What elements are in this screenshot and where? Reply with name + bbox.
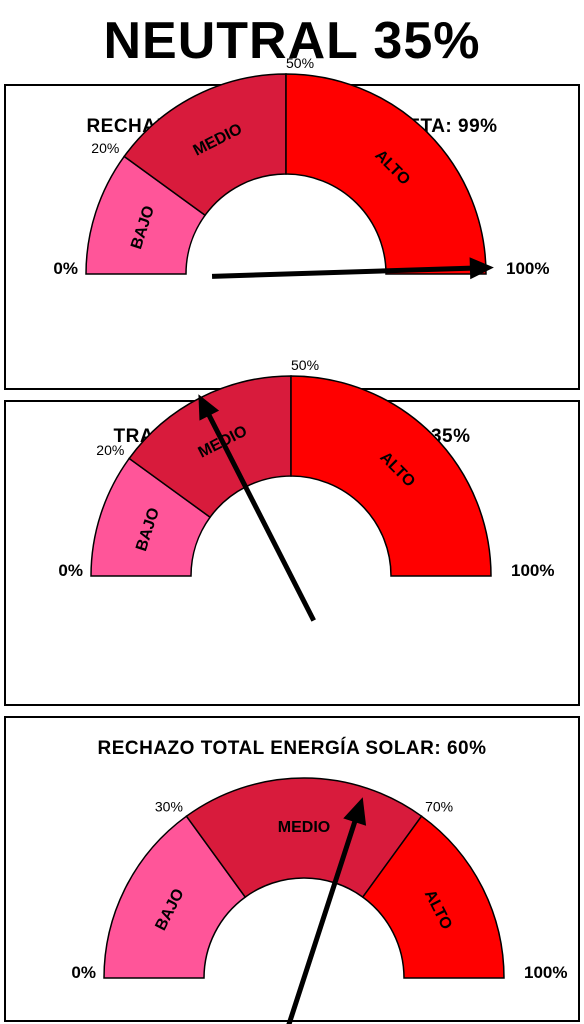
gauge-threshold-label: 50% (291, 357, 319, 373)
gauge-min-label: 0% (71, 963, 96, 982)
gauge-panel-solar-energy: RECHAZO TOTAL ENERGÍA SOLAR: 60% BAJO MED… (4, 716, 580, 1024)
gauge-threshold-label: 20% (96, 442, 124, 458)
gauge-max-label: 100% (524, 963, 567, 982)
gauge-max-label: 100% (506, 259, 549, 278)
gauge-threshold-label: 30% (155, 798, 183, 814)
gauge-band-alto (285, 73, 487, 275)
gauge-needle (198, 394, 316, 622)
gauge-band-alto (361, 815, 505, 979)
gauge-title: RECHAZO TOTAL ENERGÍA SOLAR: 60% (97, 738, 487, 759)
gauge-band-label: MEDIO (278, 819, 330, 836)
gauge-band-alto (290, 375, 492, 577)
gauge-max-label: 100% (511, 561, 554, 580)
gauge-min-label: 0% (53, 259, 78, 278)
gauge-min-label: 0% (58, 561, 83, 580)
gauge-panel-visible-light: TRANSMISIÓN DE LUZ VISIBLE : 35% BAJOMED… (4, 357, 580, 706)
gauge-panel-uv-rejection: RECHAZO DE RAYOS ULTRAVIOLETA: 99% BAJOM… (4, 55, 580, 390)
gauge-threshold-label: 50% (286, 55, 314, 71)
gauge-needle (211, 257, 494, 280)
gauge-threshold-label: 70% (425, 798, 453, 814)
page-title: NEUTRAL 35% (103, 12, 481, 70)
gauge-needle (286, 797, 367, 1024)
gauge-threshold-label: 20% (91, 140, 119, 156)
